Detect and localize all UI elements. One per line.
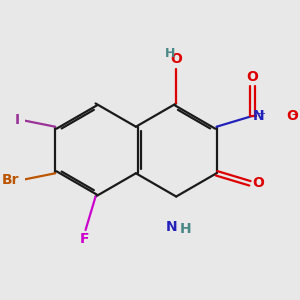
Text: F: F bbox=[80, 232, 89, 245]
Text: O: O bbox=[170, 52, 182, 67]
Text: +: + bbox=[257, 109, 265, 119]
Text: H: H bbox=[165, 47, 176, 60]
Text: O: O bbox=[286, 109, 298, 123]
Text: N: N bbox=[166, 220, 178, 234]
Text: -: - bbox=[291, 108, 296, 121]
Text: I: I bbox=[14, 113, 20, 127]
Text: N: N bbox=[253, 109, 265, 123]
Text: O: O bbox=[252, 176, 264, 190]
Text: O: O bbox=[246, 70, 258, 84]
Text: H: H bbox=[180, 222, 192, 236]
Text: Br: Br bbox=[2, 173, 20, 187]
